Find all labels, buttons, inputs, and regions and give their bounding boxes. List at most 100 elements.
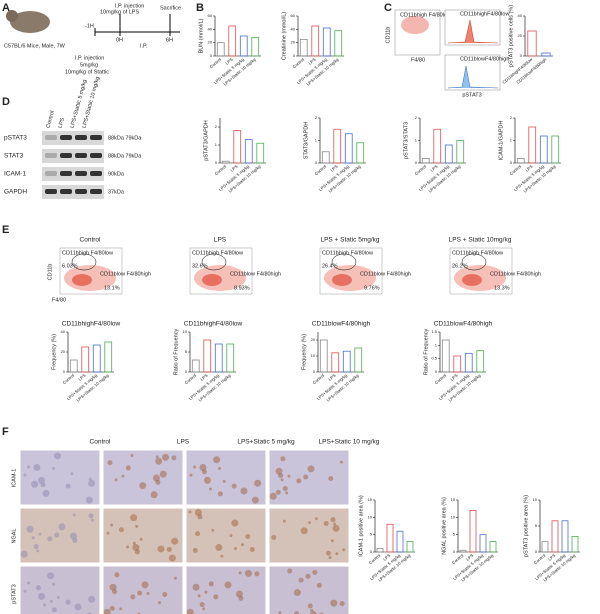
x-tick-label: LPS xyxy=(229,164,238,173)
stain xyxy=(49,599,53,603)
y-tick-label: 5 xyxy=(453,532,456,537)
stain xyxy=(211,528,215,532)
band xyxy=(45,153,57,158)
stain xyxy=(332,524,340,532)
mouse-icon xyxy=(10,11,50,33)
stain xyxy=(103,608,111,614)
bar xyxy=(81,346,90,373)
stain xyxy=(132,541,136,545)
stain xyxy=(240,543,244,547)
stain xyxy=(186,608,194,614)
time: 6H xyxy=(166,37,173,43)
y-tick-label: 2 xyxy=(315,115,318,120)
stattic-text: I.P. injection xyxy=(75,55,104,61)
bar xyxy=(539,135,548,164)
band xyxy=(45,171,57,176)
stain xyxy=(43,603,47,607)
stain xyxy=(199,463,207,471)
stain xyxy=(280,478,284,482)
stain xyxy=(231,483,237,489)
flow-title: Control xyxy=(80,237,102,244)
y-tick-label: 2 xyxy=(215,124,218,129)
band xyxy=(60,189,72,194)
stain xyxy=(254,479,262,487)
stain xyxy=(53,452,61,460)
y-tick-label: 20 xyxy=(311,337,316,342)
micrograph xyxy=(185,565,267,614)
stain xyxy=(310,608,314,612)
x-tick-label: Control xyxy=(414,164,428,177)
stain xyxy=(38,532,42,536)
stain xyxy=(335,552,339,556)
panel-label: A xyxy=(2,2,10,14)
panel-label: B xyxy=(196,2,204,14)
bar xyxy=(551,520,559,553)
bar xyxy=(319,339,328,373)
bar xyxy=(221,160,230,164)
x-tick-label: LPS xyxy=(307,57,316,66)
stain xyxy=(150,491,158,499)
bar xyxy=(459,549,467,553)
y-tick-label: 0 xyxy=(535,549,538,554)
stain xyxy=(85,496,93,504)
panel-label: C xyxy=(384,2,392,14)
stain xyxy=(192,583,200,591)
stain xyxy=(287,568,293,574)
flow-core xyxy=(332,274,352,286)
gate xyxy=(461,253,487,271)
stain xyxy=(52,582,56,586)
bar xyxy=(433,128,442,164)
bar xyxy=(251,36,260,57)
band xyxy=(45,135,57,140)
gate-pct: 26.2% xyxy=(452,263,468,269)
stain xyxy=(218,466,222,470)
stain xyxy=(137,590,143,596)
y-tick-label: 0 xyxy=(415,160,418,165)
stain xyxy=(339,601,345,607)
y-label: ICAM-1/GAPDH xyxy=(498,121,504,161)
row-label: NGAL xyxy=(11,529,17,544)
y-tick-label: 0 xyxy=(370,549,373,554)
y-label: pSTAT3/STAT3 xyxy=(403,122,409,159)
gate-label: CD11bhigh F4/80low xyxy=(62,250,113,256)
band xyxy=(75,135,87,140)
stain xyxy=(275,467,283,475)
stain xyxy=(114,572,120,578)
y-tick-label: 40 xyxy=(208,26,213,31)
y-tick-label: 0.5 xyxy=(431,356,437,361)
bar xyxy=(322,27,331,57)
stain xyxy=(56,595,60,599)
stain xyxy=(69,532,77,540)
stain xyxy=(307,465,315,473)
stain xyxy=(234,546,238,550)
y-tick-label: 0 xyxy=(293,53,296,58)
y-label: NGAL positive area (%) xyxy=(441,497,447,555)
chart-title: CD11blowF4/80high xyxy=(312,321,371,328)
hist-title: CD11bhighF4/80low xyxy=(460,11,509,17)
gate-pct: 13.3% xyxy=(494,285,510,291)
bar xyxy=(354,347,363,373)
bar xyxy=(541,52,551,57)
y-tick-label: 15 xyxy=(368,497,373,502)
stain xyxy=(249,546,255,552)
bar xyxy=(214,343,223,373)
x-tick-label: Control xyxy=(62,373,76,386)
stain xyxy=(27,581,31,585)
stain xyxy=(125,465,131,471)
gate-label: CD11blow F4/80high xyxy=(360,271,411,277)
y-tick-label: 20 xyxy=(518,33,523,38)
stain xyxy=(235,590,243,598)
y-tick-label: 1 xyxy=(510,138,513,143)
bar xyxy=(239,35,248,57)
gate xyxy=(71,253,97,271)
stain xyxy=(305,573,311,579)
chart-title: CD11bhighF4/80low xyxy=(184,321,243,328)
gate-pct: 32.6% xyxy=(192,263,208,269)
histogram-peak xyxy=(447,65,499,89)
x-tick-label: Control xyxy=(209,57,223,70)
stain xyxy=(35,585,41,591)
stain xyxy=(245,533,251,539)
stain xyxy=(220,554,224,558)
flow-y: CD11b xyxy=(47,264,53,281)
